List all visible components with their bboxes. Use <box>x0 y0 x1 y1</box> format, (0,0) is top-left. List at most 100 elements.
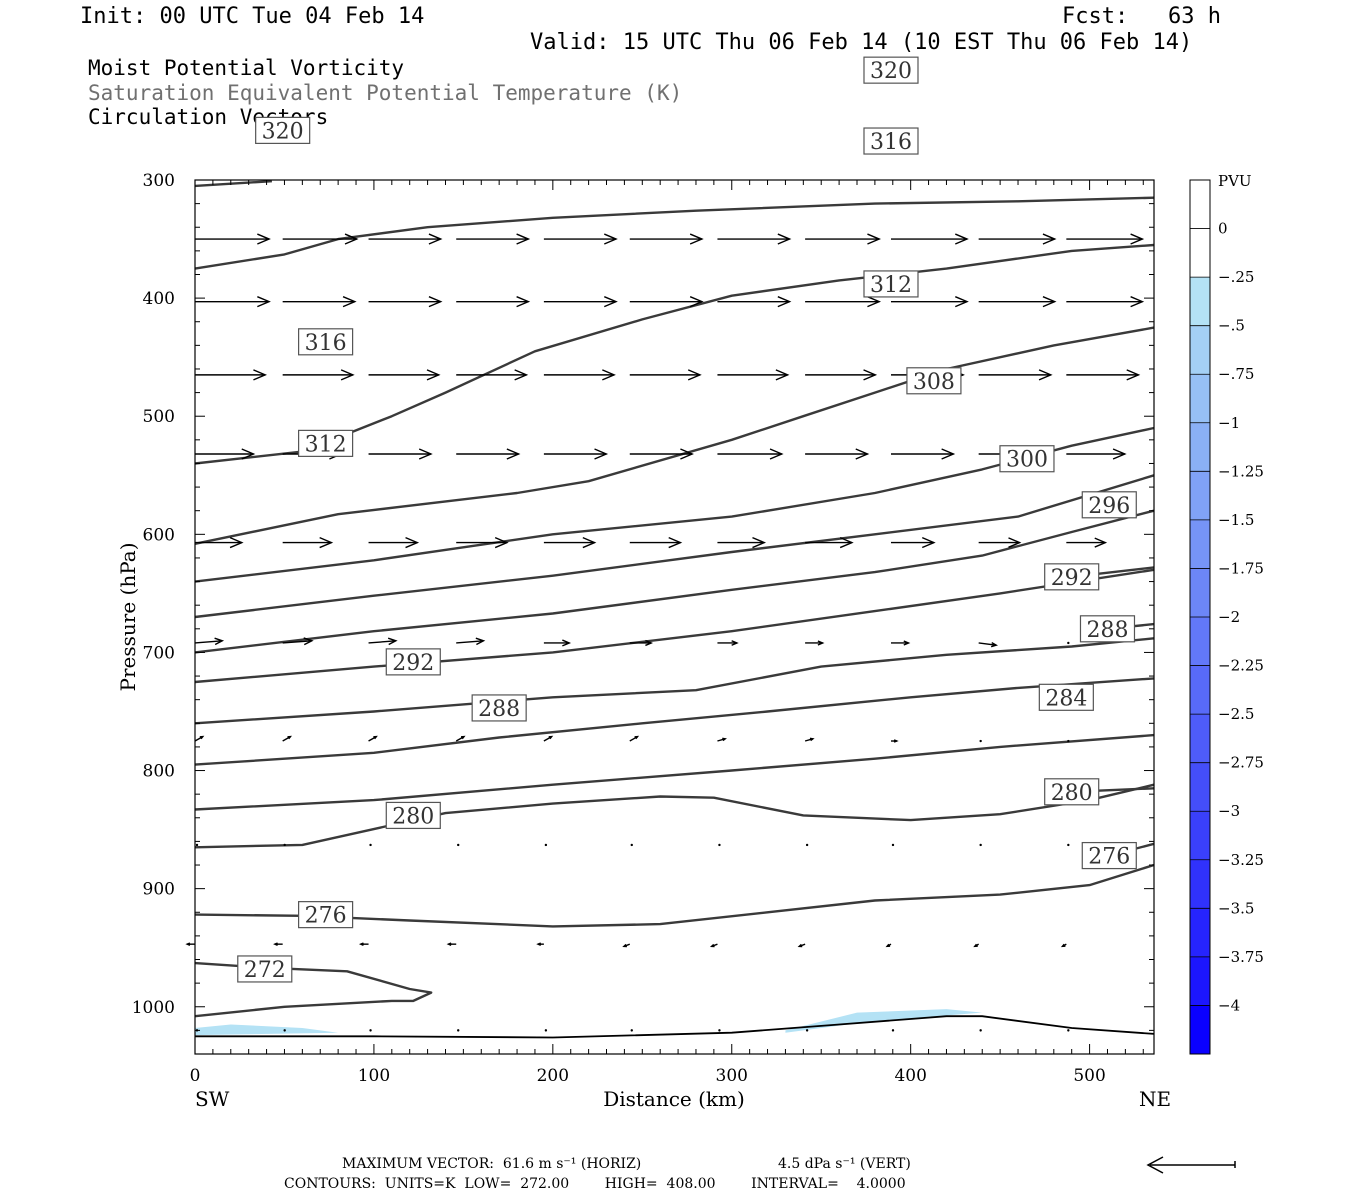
circulation-vector <box>805 640 825 646</box>
circulation-vector <box>890 448 956 460</box>
colorbar-swatch <box>1190 180 1210 229</box>
circulation-vector <box>890 739 899 743</box>
colorbar-label: −1.75 <box>1218 559 1264 577</box>
colorbar-label: −3.25 <box>1218 851 1264 869</box>
svg-text:288: 288 <box>1086 618 1128 643</box>
colorbar: PVU 0 −.25 −.5 −.75 −1 −1.25 −1.5 −1.75 −2 −2.25 −2… <box>1189 172 1264 1055</box>
circulation-vector <box>544 1029 548 1032</box>
contour-292-8 <box>194 637 1155 725</box>
mpv-shade-region-0 <box>195 1024 339 1036</box>
circulation-vector <box>717 640 739 646</box>
circulation-vector <box>805 448 870 460</box>
colorbar-unit: PVU <box>1218 172 1252 190</box>
contour-label: 280 <box>385 801 441 829</box>
x-tick-label: 100 <box>358 1066 390 1086</box>
circulation-vector <box>805 369 878 381</box>
circulation-vector <box>629 448 694 460</box>
max-vector-reference-arrow <box>1146 1156 1236 1174</box>
contour-304-12 <box>194 474 1155 619</box>
forecast-hour-label: Fcst: 63 h <box>1062 4 1221 29</box>
circulation-vector <box>1067 843 1070 847</box>
circulation-vector <box>368 233 443 245</box>
axes-layer: 300 400 500 600 700 800 900 1000 0 100 200 300 400 50… <box>116 171 1171 1111</box>
circulation-vector <box>717 296 792 308</box>
circulation-vector <box>543 735 554 742</box>
circulation-vector <box>543 536 597 549</box>
circulation-vector-layer <box>185 233 1145 1032</box>
circulation-vector <box>805 536 854 549</box>
colorbar-swatch <box>1190 908 1210 957</box>
circulation-vector <box>368 637 398 646</box>
circulation-vector <box>979 1029 982 1032</box>
svg-text:300: 300 <box>1006 448 1048 473</box>
circulation-vector <box>369 1029 372 1032</box>
circulation-vector <box>195 369 267 381</box>
y-tick-label: 300 <box>143 171 175 191</box>
contour-label: 288 <box>1079 615 1136 643</box>
mpv-shading-layer <box>195 1009 983 1036</box>
svg-text:292: 292 <box>392 651 434 676</box>
circulation-vector <box>978 296 1057 308</box>
contour-label: 292 <box>385 648 441 676</box>
contour-label: 308 <box>906 367 962 395</box>
circulation-vector <box>1066 369 1141 381</box>
circulation-vector <box>456 536 509 549</box>
colorbar-label: −.5 <box>1218 317 1245 335</box>
colorbar-swatch <box>1190 811 1210 860</box>
contour-label: 280 <box>1044 778 1100 806</box>
circulation-vector <box>185 942 195 946</box>
y-tick-label: 400 <box>143 289 175 309</box>
svg-text:312: 312 <box>870 273 912 298</box>
colorbar-swatch <box>1190 1005 1210 1054</box>
circulation-vector <box>358 942 369 946</box>
y-tick-label: 500 <box>143 407 175 427</box>
contour-label: 296 <box>1081 491 1137 519</box>
circulation-vector <box>543 296 618 308</box>
circulation-vector <box>629 369 702 381</box>
circulation-vector <box>717 536 767 549</box>
colorbar-swatch <box>1190 859 1210 909</box>
svg-text:316: 316 <box>305 331 347 356</box>
colorbar-label: −3.5 <box>1218 899 1254 917</box>
colorbar-label: −1 <box>1218 414 1240 432</box>
svg-text:280: 280 <box>392 804 434 829</box>
colorbar-label: −.25 <box>1218 268 1254 286</box>
contour-label-layer: 272 276 276 280 280 284 288 288 292 292 296 300 308 3… <box>237 56 1137 983</box>
circulation-vector <box>368 536 420 549</box>
colorbar-swatch <box>1190 714 1210 763</box>
y-tick-label: 1000 <box>132 998 175 1018</box>
circulation-vector <box>622 943 631 948</box>
circulation-vector <box>194 637 225 646</box>
colorbar-label: 0 <box>1218 220 1228 238</box>
contour-label: 316 <box>863 127 919 155</box>
colorbar-swatch <box>1190 422 1210 472</box>
mpv-shade-region-1 <box>785 1009 983 1033</box>
circulation-vector <box>717 448 784 460</box>
contour-label: 276 <box>298 901 354 929</box>
svg-text:292: 292 <box>1051 566 1093 591</box>
circulation-vector <box>973 943 980 948</box>
circulation-vector <box>718 1029 721 1032</box>
title-mpv: Moist Potential Vorticity <box>88 56 405 80</box>
colorbar-swatch <box>1190 228 1210 278</box>
y-tick-label: 900 <box>143 880 175 900</box>
contour-308-13 <box>194 426 1155 583</box>
contour-312-14 <box>194 326 1155 545</box>
svg-text:280: 280 <box>1051 781 1093 806</box>
colorbar-label: −2.25 <box>1218 657 1264 675</box>
circulation-vector <box>805 843 809 847</box>
theta-es-contour-layer <box>194 180 1155 1039</box>
circulation-vector <box>543 448 609 460</box>
circulation-vector <box>194 735 205 742</box>
valid-time-label: Valid: 15 UTC Thu 06 Feb 14 (10 EST Thu … <box>530 30 1193 55</box>
contour-284-5 <box>194 733 1155 811</box>
contour-label: 316 <box>298 328 354 356</box>
circulation-vector <box>717 233 792 245</box>
contour-320-16 <box>194 196 1155 270</box>
circulation-vector <box>890 640 911 646</box>
circulation-vector <box>797 943 806 948</box>
circulation-vector <box>457 843 460 847</box>
circulation-vector <box>629 296 704 308</box>
colorbar-swatch <box>1190 956 1210 1006</box>
circulation-vector <box>282 735 292 742</box>
